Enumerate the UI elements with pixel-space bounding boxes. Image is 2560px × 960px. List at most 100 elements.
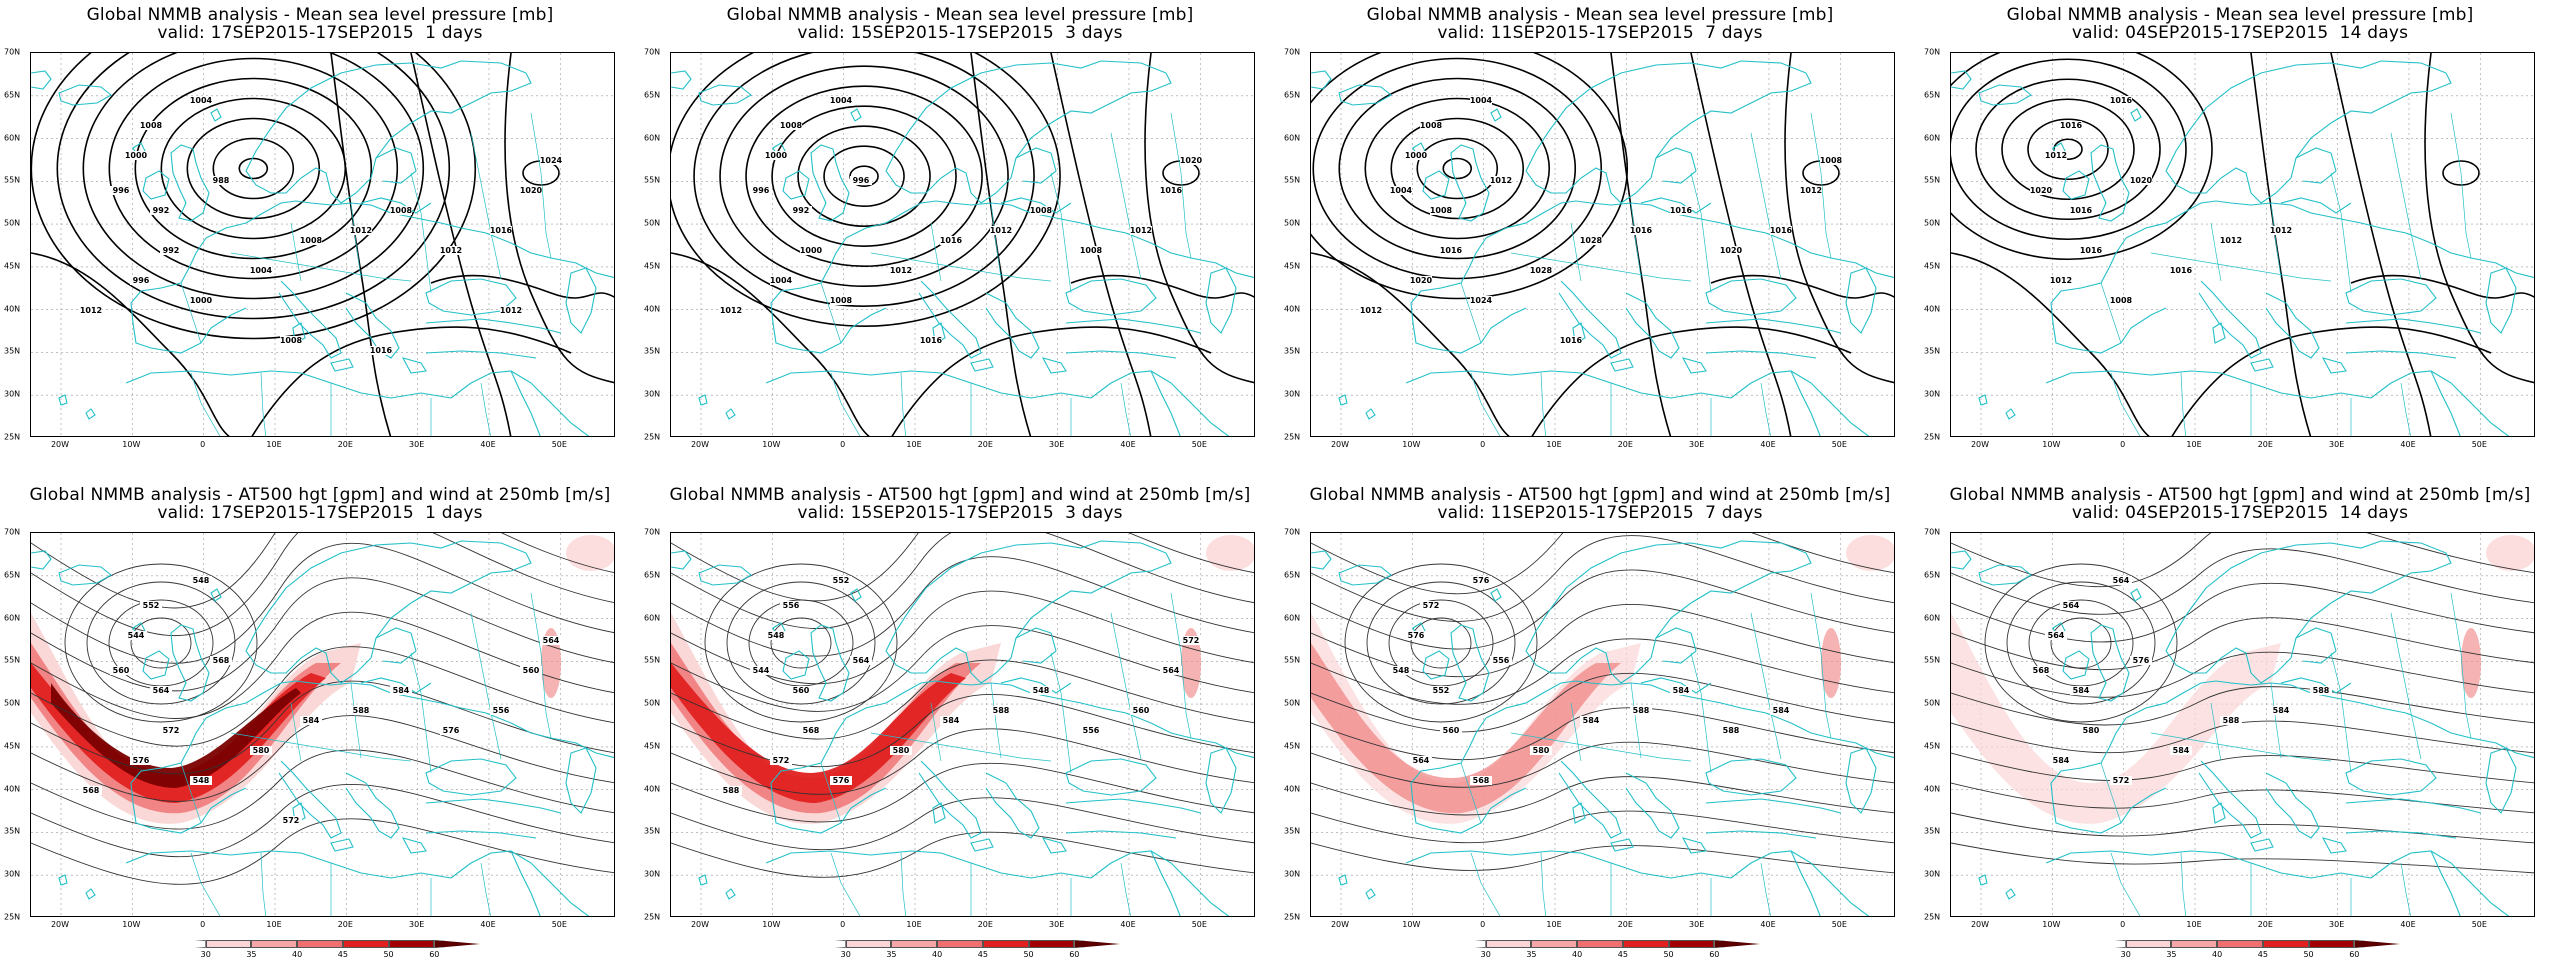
contour-label: 580: [253, 746, 270, 755]
contour-label-bg: [1530, 746, 1552, 755]
contour-label-bg: [390, 686, 412, 695]
contour-label-bg: [540, 156, 562, 165]
contour-label-bg: [1670, 206, 1692, 215]
map-panel-mslp-7d: Global NMMB analysis - Mean sea level pr…: [1280, 0, 1920, 480]
contour-label: 584: [943, 716, 960, 725]
contour-label: 1016: [920, 336, 943, 345]
contour-label: 992: [153, 206, 170, 215]
lon-tick-label: 30E: [1049, 440, 1065, 449]
height-contour: [1311, 707, 1894, 761]
contour-label: 996: [753, 186, 770, 195]
colorbar-swatch: [388, 940, 435, 948]
panel-subtitle: valid: 04SEP2015-17SEP2015 14 days: [2071, 503, 2409, 523]
contour-label-bg: [1390, 186, 1412, 195]
contour-label: 568: [803, 726, 820, 735]
colorbar-label: 50: [1663, 950, 1674, 959]
contour-label: 552: [143, 601, 160, 610]
contour-label-bg: [500, 306, 522, 315]
colorbar-label: 50: [2303, 950, 2314, 959]
contour-label: 568: [83, 786, 100, 795]
isobar-ring: [134, 77, 373, 260]
height-contour: [671, 659, 1254, 740]
lat-tick-label: 55N: [1924, 175, 1941, 185]
contour-label-bg: [1360, 306, 1382, 315]
contour-label: 572: [283, 816, 300, 825]
contour-label: 588: [2223, 716, 2240, 725]
lon-tick-label: 30E: [1689, 440, 1705, 449]
contour-label: 1008: [390, 206, 413, 215]
jet-blob: [2461, 628, 2481, 698]
lon-tick-label: 0: [840, 920, 846, 929]
contour-label-bg: [1720, 246, 1742, 255]
height-contour: [671, 797, 1254, 851]
map-area: 556 552 548 544 560 564 568 572 576 580 584 588 548 5…: [670, 532, 1255, 917]
colorbar-label: 45: [977, 950, 988, 959]
wind-colorbar: [160, 940, 480, 948]
contour-label: 556: [1083, 726, 1100, 735]
contour-labels: 1008 1004 1000 996 992 988 992 996 1000 1004 1008 1…: [80, 96, 563, 355]
isobar-ring: [82, 53, 425, 300]
contour-label-bg: [1030, 686, 1052, 695]
lat-tick-label: 40N: [644, 784, 661, 794]
lon-tick-label: 20E: [1617, 920, 1633, 929]
contour-label: 992: [163, 246, 180, 255]
lat-tick-label: 30N: [4, 869, 21, 879]
lat-tick-label: 70N: [1924, 527, 1941, 537]
contour-label-bg: [720, 306, 742, 315]
colorbar-label: 50: [383, 950, 394, 959]
isobar-line: [1070, 274, 1254, 299]
lon-tick-label: 10E: [2186, 440, 2202, 449]
height-contour: [671, 625, 1254, 712]
contour-label: 568: [1473, 776, 1490, 785]
lat-tick-label: 65N: [644, 90, 661, 100]
height-contour: [671, 533, 1254, 602]
contour-label-bg: [1470, 296, 1492, 305]
trough-ring: [770, 617, 832, 669]
contour-label-bg: [780, 121, 802, 130]
isobars: [1951, 53, 2534, 436]
lat-tick-label: 55N: [1284, 175, 1301, 185]
lat-tick-label: 40N: [1924, 784, 1941, 794]
contour-label: 572: [1423, 601, 1440, 610]
height-contour: [1951, 582, 2534, 643]
jet-stream-shading: [1951, 535, 2534, 824]
isobar-line: [2424, 53, 2534, 384]
height-contours: [1951, 533, 2534, 874]
contour-label: 1008: [300, 236, 323, 245]
wind-colorbar: [800, 940, 1120, 948]
isobar-line: [2250, 53, 2312, 436]
colorbar-label: 60: [2349, 950, 2360, 959]
contour-label-bg: [110, 666, 132, 675]
contour-label-bg: [1630, 706, 1652, 715]
lat-tick-label: 55N: [4, 175, 21, 185]
height-contour: [1951, 720, 2534, 754]
contour-label: 584: [2173, 746, 2190, 755]
contour-label: 1028: [1530, 266, 1553, 275]
contour-label-bg: [720, 786, 742, 795]
gridlines: [31, 53, 614, 436]
lon-tick-label: 50E: [2471, 440, 2487, 449]
jet-stream-shading: [671, 535, 1254, 824]
coastline: [671, 60, 1254, 436]
contour-label: 572: [2113, 776, 2130, 785]
lon-tick-label: 0: [1480, 920, 1486, 929]
contour-label-bg: [540, 636, 562, 645]
colorbar-label: 40: [1572, 950, 1583, 959]
lat-tick-label: 65N: [4, 570, 21, 580]
contour-label-bg: [1470, 576, 1492, 585]
contour-label-bg: [750, 666, 772, 675]
lat-tick-label: 30N: [1284, 869, 1301, 879]
lon-tick-label: 10W: [762, 440, 781, 449]
contour-label-bg: [2170, 266, 2192, 275]
height-contour: [1951, 617, 2534, 671]
lat-tick-label: 35N: [644, 346, 661, 356]
isobar-line: [891, 326, 1212, 436]
contour-label: 1012: [1130, 226, 1152, 235]
lon-tick-label: 30E: [1689, 920, 1705, 929]
colorbar-swatch: [1714, 940, 1760, 948]
lat-tick-label: 25N: [644, 432, 661, 442]
contour-label-bg: [150, 686, 172, 695]
contour-label: 1004: [830, 96, 853, 105]
contour-label: 996: [113, 186, 130, 195]
contour-label-bg: [990, 706, 1012, 715]
